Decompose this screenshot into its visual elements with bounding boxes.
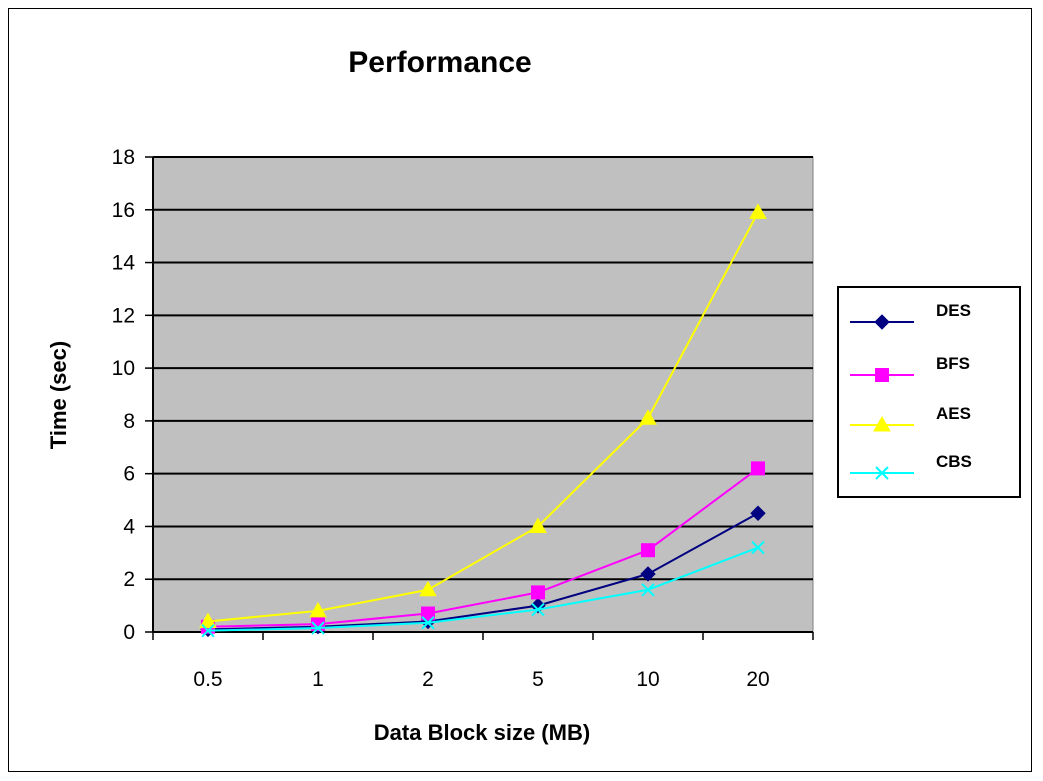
y-tick-label: 8 (123, 410, 135, 433)
data-point-des (750, 505, 766, 521)
x-tick-label: 1 (312, 668, 324, 691)
y-tick-label: 16 (112, 199, 135, 222)
legend-item-des: DES (850, 301, 971, 330)
y-axis-label: Time (sec) (46, 341, 71, 449)
data-point-aes (419, 580, 437, 597)
data-point-bfs (421, 606, 435, 621)
data-point-cbs (421, 616, 435, 630)
legend-item-bfs: BFS (850, 354, 970, 382)
y-tick-label: 18 (112, 146, 135, 169)
series-aes (199, 203, 767, 628)
data-point-cbs (201, 623, 215, 638)
plot-area (152, 156, 814, 633)
legend-marker-des (874, 314, 890, 330)
data-point-cbs-stroke (641, 583, 655, 597)
legend-marker-aes (873, 415, 891, 432)
series-layer (199, 203, 767, 638)
data-point-cbs-stroke (201, 623, 215, 638)
legend-marker-cbs (875, 466, 889, 480)
data-point-bfs (641, 543, 655, 558)
data-point-aes (639, 409, 657, 425)
data-point-cbs-stroke (751, 540, 765, 555)
x-tick-label: 2 (422, 668, 434, 691)
legend-item-aes: AES (850, 404, 971, 432)
data-point-cbs-stroke (421, 616, 435, 630)
legend-label-bfs: BFS (936, 354, 970, 373)
x-tick-label: 10 (636, 668, 659, 691)
y-tick-label: 6 (123, 463, 135, 486)
data-point-cbs-stroke (311, 621, 325, 635)
chart-title: Performance (348, 46, 531, 79)
y-tick-label: 4 (123, 515, 135, 538)
series-line-des (207, 512, 759, 631)
y-tick-label: 2 (123, 568, 135, 591)
legend-label-cbs: CBS (936, 452, 972, 471)
legend: DES BFS AES CBS (837, 286, 1021, 498)
series-cbs (201, 540, 765, 638)
data-point-aes (309, 601, 327, 618)
legend-box (837, 286, 1021, 498)
data-point-cbs-stroke (531, 602, 545, 617)
x-tick-label: 5 (532, 668, 544, 691)
x-tick-label: 0.5 (193, 668, 222, 691)
data-point-aes (199, 612, 217, 628)
data-point-cbs (531, 602, 545, 617)
series-line-cbs (207, 546, 759, 632)
legend-marker-cbs-stroke (875, 466, 889, 480)
series-line-bfs (207, 467, 759, 628)
data-point-bfs (531, 585, 545, 600)
y-tick-label: 10 (112, 357, 135, 380)
series-line-aes (207, 211, 759, 623)
data-point-cbs (641, 583, 655, 597)
y-tick-label: 12 (112, 304, 135, 327)
data-point-aes (529, 517, 547, 533)
legend-item-cbs: CBS (850, 452, 972, 480)
x-axis-label: Data Block size (MB) (374, 720, 590, 745)
y-tick-label: 14 (112, 252, 136, 275)
data-point-cbs (751, 540, 765, 555)
legend-label-des: DES (936, 301, 971, 320)
legend-label-aes: AES (936, 404, 971, 423)
data-point-des (640, 566, 656, 582)
data-point-cbs (311, 621, 325, 635)
data-point-bfs (751, 461, 765, 476)
y-tick-label: 0 (123, 621, 135, 644)
legend-marker-bfs (875, 368, 889, 382)
data-point-aes (749, 203, 767, 219)
x-tick-label: 20 (746, 668, 769, 691)
